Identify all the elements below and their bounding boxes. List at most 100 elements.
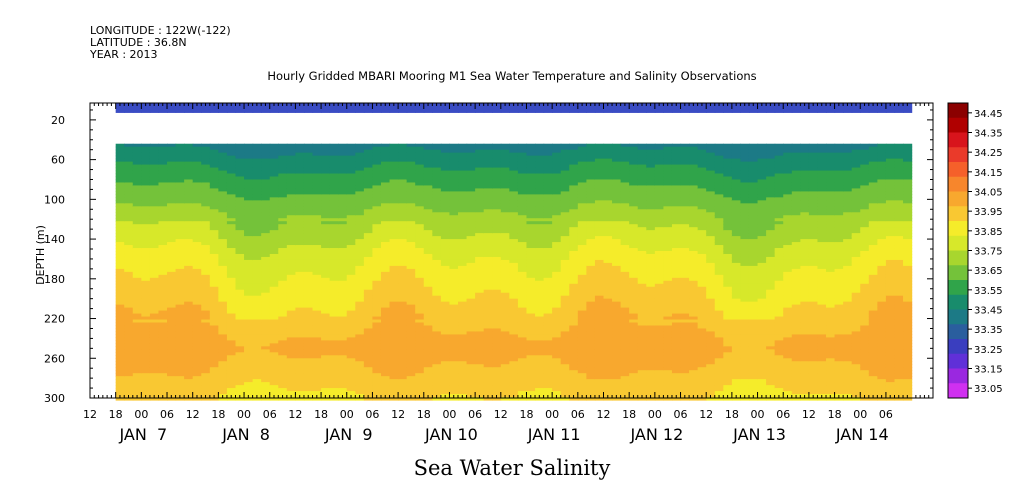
- heatmap-cell: [466, 304, 476, 309]
- heatmap-cell: [372, 256, 382, 261]
- heatmap-cell: [449, 103, 459, 113]
- heatmap-cell: [440, 194, 451, 198]
- heatmap-cell: [312, 206, 322, 210]
- heatmap-cell: [321, 191, 331, 195]
- heatmap-cell: [346, 349, 356, 353]
- heatmap-cell: [355, 316, 365, 321]
- heatmap-cell: [500, 322, 510, 327]
- heatmap-cell: [586, 206, 596, 210]
- heatmap-cell: [269, 236, 279, 240]
- heatmap-cell: [278, 170, 288, 175]
- heatmap-cell: [552, 212, 562, 216]
- heatmap-cell: [158, 379, 168, 383]
- heatmap-cell: [149, 316, 160, 321]
- heatmap-cell: [526, 194, 536, 198]
- heatmap-cell: [261, 149, 271, 154]
- heatmap-cell: [175, 316, 185, 321]
- heatmap-cell: [201, 346, 211, 350]
- heatmap-cell: [346, 307, 356, 312]
- heatmap-cell: [141, 373, 151, 377]
- heatmap-cell: [389, 185, 399, 190]
- heatmap-cell: [603, 176, 613, 181]
- heatmap-cell: [167, 295, 177, 300]
- heatmap-cell: [124, 212, 134, 216]
- heatmap-cell: [449, 206, 459, 210]
- heatmap-cell: [458, 253, 468, 258]
- heatmap-cell: [226, 376, 237, 380]
- heatmap-cell: [603, 194, 613, 198]
- heatmap-cell: [398, 197, 408, 201]
- heatmap-cell: [167, 367, 177, 371]
- heatmap-cell: [517, 340, 528, 344]
- heatmap-cell: [389, 209, 399, 213]
- heatmap-cell: [569, 265, 579, 270]
- heatmap-cell: [158, 259, 168, 264]
- heatmap-cell: [141, 343, 151, 347]
- heatmap-cell: [363, 292, 374, 297]
- heatmap-cell: [201, 149, 211, 154]
- heatmap-cell: [449, 382, 459, 386]
- heatmap-cell: [244, 382, 254, 386]
- heatmap-cell: [603, 173, 613, 178]
- heatmap-cell: [509, 185, 519, 190]
- heatmap-cell: [226, 233, 237, 237]
- heatmap-cell: [466, 385, 476, 389]
- heatmap-cell: [132, 185, 142, 190]
- heatmap-cell: [594, 322, 605, 327]
- heatmap-cell: [398, 376, 408, 380]
- heatmap-cell: [278, 188, 288, 192]
- heatmap-cell: [535, 334, 545, 339]
- heatmap-cell: [329, 301, 339, 306]
- heatmap-cell: [149, 182, 160, 187]
- heatmap-cell: [115, 331, 125, 336]
- heatmap-cell: [466, 382, 476, 386]
- heatmap-cell: [235, 191, 245, 195]
- heatmap-cell: [269, 307, 279, 312]
- heatmap-cell: [261, 277, 271, 282]
- heatmap-cell: [244, 361, 254, 365]
- heatmap-cell: [586, 367, 596, 371]
- heatmap-cell: [560, 388, 570, 392]
- heatmap-cell: [218, 277, 228, 282]
- heatmap-cell: [295, 167, 305, 172]
- heatmap-cell: [492, 256, 502, 261]
- heatmap-cell: [423, 286, 433, 291]
- heatmap-cell: [321, 367, 331, 371]
- heatmap-cell: [372, 221, 382, 225]
- heatmap-cell: [577, 176, 587, 181]
- heatmap-cell: [244, 236, 254, 240]
- heatmap-cell: [115, 274, 125, 279]
- heatmap-cell: [303, 253, 314, 258]
- heatmap-cell: [184, 376, 194, 380]
- heatmap-cell: [380, 218, 391, 222]
- heatmap-cell: [363, 370, 374, 374]
- heatmap-cell: [423, 328, 433, 333]
- heatmap-cell: [175, 334, 185, 339]
- heatmap-cell: [295, 173, 305, 178]
- heatmap-cell: [192, 242, 202, 246]
- heatmap-cell: [209, 352, 219, 356]
- heatmap-cell: [415, 310, 425, 315]
- heatmap-cell: [466, 331, 476, 336]
- heatmap-cell: [535, 367, 545, 371]
- heatmap-cell: [586, 167, 596, 172]
- heatmap-cell: [372, 295, 382, 300]
- heatmap-cell: [252, 334, 262, 339]
- heatmap-cell: [535, 376, 545, 380]
- heatmap-cell: [449, 298, 459, 303]
- heatmap-cell: [423, 239, 433, 243]
- heatmap-cell: [209, 191, 219, 195]
- heatmap-cell: [552, 391, 562, 395]
- heatmap-cell: [261, 331, 271, 336]
- heatmap-cell: [338, 259, 348, 264]
- heatmap-cell: [141, 233, 151, 237]
- heatmap-cell: [115, 385, 125, 389]
- heatmap-cell: [218, 236, 228, 240]
- heatmap-cell: [132, 307, 142, 312]
- heatmap-cell: [526, 233, 536, 237]
- heatmap-cell: [209, 385, 219, 389]
- heatmap-cell: [535, 346, 545, 350]
- heatmap-cell: [500, 307, 510, 312]
- heatmap-cell: [235, 379, 245, 383]
- heatmap-cell: [440, 280, 451, 285]
